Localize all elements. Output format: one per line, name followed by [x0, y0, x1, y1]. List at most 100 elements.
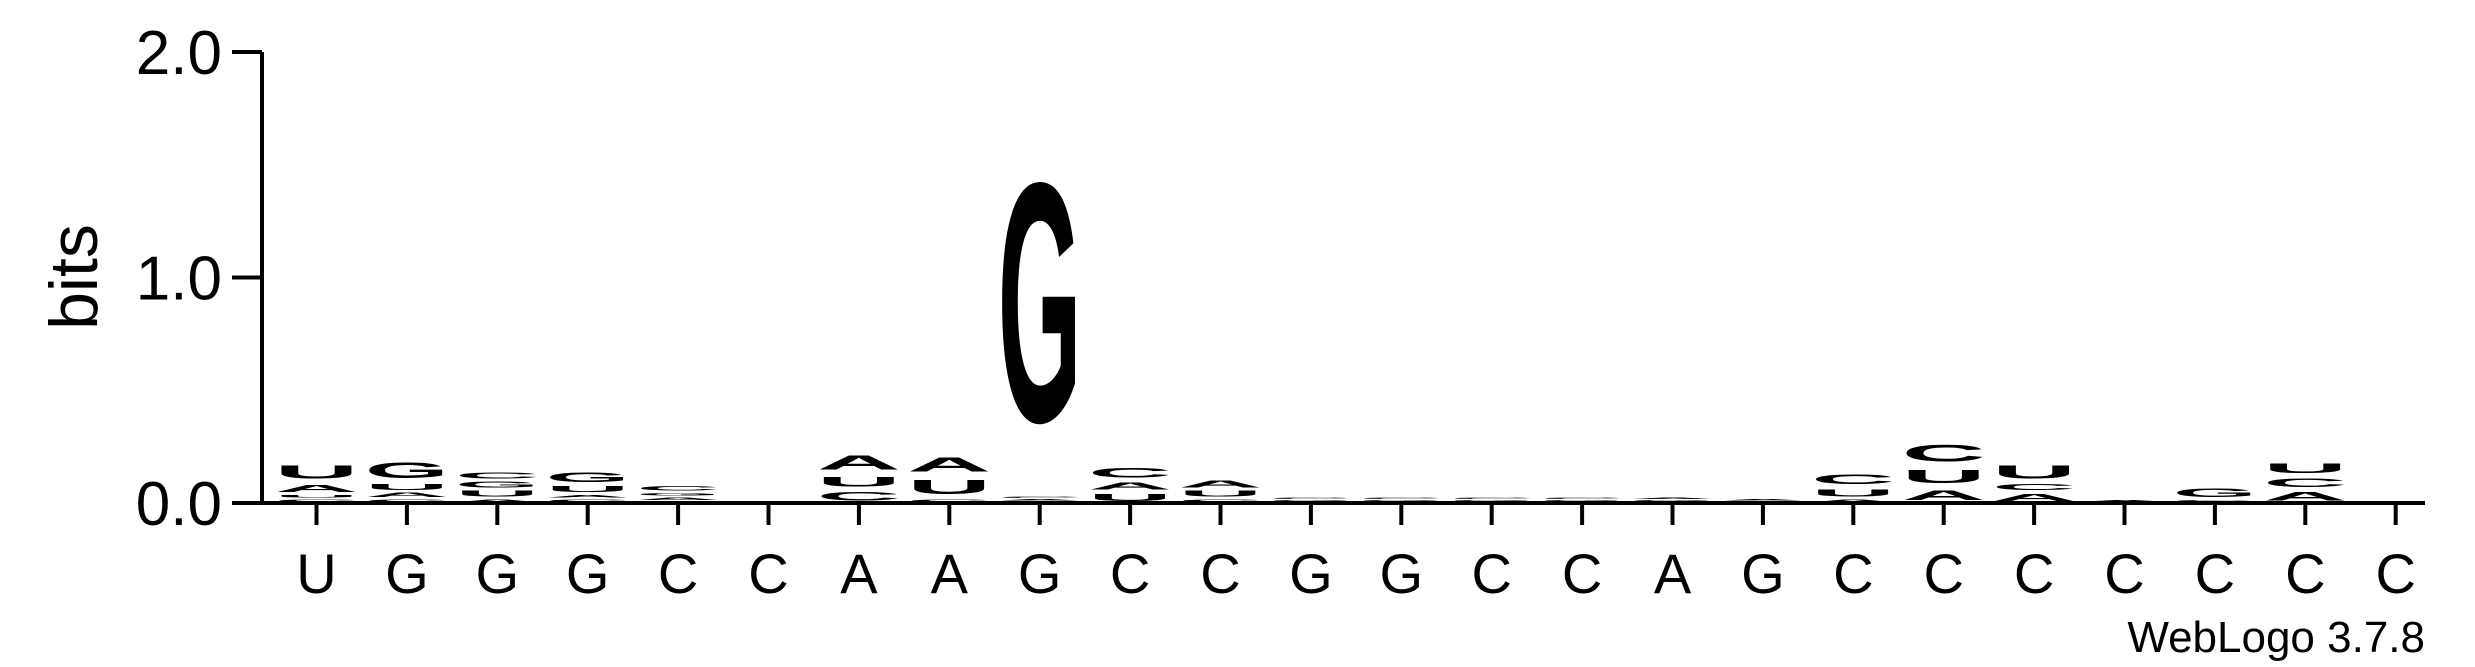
logo-letter-C: C [1992, 483, 2076, 492]
logo-letter-U: U [1721, 502, 1805, 503]
x-tick-label: C [2104, 542, 2144, 605]
logo-letter-U: U [1269, 502, 1353, 503]
logo-letter-C: C [1088, 465, 1172, 481]
logo-letter-C: C [907, 499, 991, 503]
x-tick-label: C [2014, 542, 2054, 605]
y-tick-label: 0.0 [136, 470, 222, 539]
logo-letter-C: C [2263, 476, 2347, 490]
x-tick-label: C [1200, 542, 1240, 605]
logo-letter-C: C [2173, 500, 2257, 502]
x-tick-label: C [748, 542, 788, 605]
logo-letter-U: U [1359, 502, 1443, 503]
logo-letter-U: U [275, 462, 359, 482]
logo-letter-U: U [546, 485, 630, 494]
logo-letter-U: U [636, 501, 720, 503]
logo-letter-A: A [998, 499, 1082, 501]
x-tick-label: C [1833, 542, 1873, 605]
axes [260, 52, 2425, 505]
logo-letter-A: A [2083, 500, 2167, 502]
logo-letter-C: C [455, 471, 539, 480]
logo-letter-C: C [1179, 499, 1263, 503]
x-tick-label: A [1654, 542, 1692, 605]
x-tick-label: C [1110, 542, 1150, 605]
letter-stacks: CUAUCAUGAUGCCAUGUAGCCUACUAUACGUACCUAUGCU… [275, 111, 2348, 503]
x-tick-label: G [1741, 542, 1785, 605]
logo-letter-U: U [1179, 489, 1263, 498]
logo-letter-U: U [817, 474, 901, 490]
y-tick-label: 2.0 [136, 19, 222, 88]
x-tick-label: G [1380, 542, 1424, 605]
logo-letter-A: A [1721, 499, 1805, 501]
logo-letter-U: U [1811, 487, 1895, 498]
x-tick-label: G [566, 542, 610, 605]
logo-letter-G: G [1540, 500, 1624, 502]
logo-letter-C: C [1811, 471, 1895, 487]
logo-letter-C: C [2083, 502, 2167, 503]
logo-letter-U: U [2263, 460, 2347, 476]
credit-label: WebLogo 3.7.8 [2127, 613, 2425, 662]
logo-letter-U: U [1540, 502, 1624, 503]
x-tick-label: C [1923, 542, 1963, 605]
logo-letter-G: G [998, 111, 1082, 494]
y-tick-label: 1.0 [136, 245, 222, 314]
logo-letter-C: C [817, 489, 901, 503]
logo-letter-A: A [546, 494, 630, 498]
logo-letter-U: U [1992, 462, 2076, 482]
logo-letter-G: G [455, 481, 539, 490]
logo-letter-A: A [275, 483, 359, 494]
logo-letter-C: C [1269, 497, 1353, 499]
logo-letter-G: G [2173, 486, 2257, 500]
logo-letter-G: G [1631, 500, 1715, 502]
x-tick-label: G [1018, 542, 1062, 605]
x-tick-label: G [1289, 542, 1333, 605]
logo-letter-G: G [365, 458, 449, 483]
logo-letter-U: U [1450, 502, 1534, 503]
logo-letter-A: A [2263, 489, 2347, 503]
logo-letter-G: G [636, 492, 720, 496]
x-tick-label: G [476, 542, 520, 605]
logo-letter-A: A [1902, 487, 1986, 503]
x-tick-label: C [2195, 542, 2235, 605]
x-tick-label: A [840, 542, 878, 605]
y-axis-label: bits [36, 224, 112, 330]
logo-letter-C: C [1359, 497, 1443, 499]
logo-letter-U: U [455, 489, 539, 498]
logo-letter-A: A [1631, 497, 1715, 499]
logo-letter-G: G [546, 469, 630, 485]
logo-letter-A: A [1811, 499, 1895, 503]
logo-letter-A: A [1179, 478, 1263, 489]
logo-letter-U: U [1088, 492, 1172, 503]
logo-letter-G: G [1359, 500, 1443, 502]
logo-letter-C: C [1540, 497, 1624, 499]
logo-letter-U: U [275, 494, 359, 498]
logo-letter-U: U [365, 483, 449, 492]
logo-letter-G: G [1450, 500, 1534, 502]
logo-letter-G: G [1269, 500, 1353, 502]
logo-letter-C: C [1721, 501, 1805, 502]
logo-letter-A: A [817, 451, 901, 474]
logo-letter-C: C [365, 499, 449, 503]
y-ticks: 0.0 1.0 2.0 [136, 19, 262, 539]
logo-letter-U: U [1902, 467, 1986, 487]
logo-letter-U: U [907, 476, 991, 499]
x-tick-label: A [931, 542, 969, 605]
logo-letter-U: U [1631, 502, 1715, 503]
x-tick-label: C [1562, 542, 1602, 605]
x-tick-label: C [1471, 542, 1511, 605]
logo-letter-A: A [1992, 492, 2076, 503]
logo-letter-A: A [365, 492, 449, 499]
logo-letter-C: C [998, 496, 1082, 498]
x-tick-label: C [2375, 542, 2415, 605]
logo-letter-C: C [275, 499, 359, 503]
logo-letter-C: C [636, 485, 720, 492]
logo-letter-U: U [2173, 502, 2257, 503]
logo-letter-U: U [998, 501, 1082, 503]
logo-letter-A: A [455, 499, 539, 503]
logo-letter-A: A [1088, 480, 1172, 491]
logo-letter-A: A [636, 496, 720, 500]
x-tick-label: C [658, 542, 698, 605]
x-tick-label: G [385, 542, 429, 605]
logo-letter-C: C [546, 499, 630, 503]
